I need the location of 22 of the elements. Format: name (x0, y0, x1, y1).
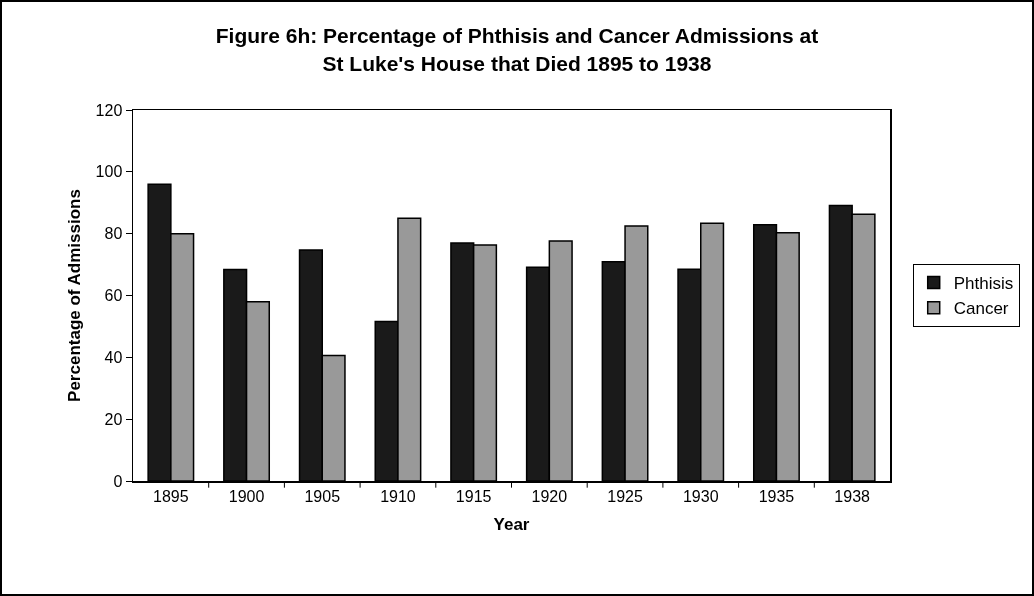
legend-label: Phthisis (953, 274, 1014, 294)
y-tick-label: 80 (104, 225, 123, 243)
chart-title: Figure 6h: Percentage of Phthisis and Cancer Admissions at St Luke's House that Died 1895 to 1938 (215, 24, 819, 75)
y-tick-label: 20 (104, 410, 123, 428)
x-tick-label: 1938 (834, 487, 871, 505)
x-tick-label: 1920 (531, 487, 568, 505)
x-tick-label: 1925 (607, 487, 643, 505)
x-tick-label: 1895 (153, 487, 189, 505)
y-tick-label: 60 (104, 287, 123, 305)
x-tick-label: 1905 (304, 487, 341, 505)
x-tick-label: 1910 (380, 487, 416, 505)
y-tick-label: 40 (104, 348, 123, 366)
y-tick-label: 100 (95, 163, 123, 181)
x-tick-label: 1930 (682, 487, 719, 505)
legend-label: Cancer (953, 299, 1009, 319)
y-tick-label: 120 (95, 101, 123, 119)
y-tick-label: 0 (113, 472, 123, 490)
y-axis-title: Percentage of Admissions (65, 189, 85, 402)
x-axis-title: Year (493, 514, 530, 534)
x-tick-label: 1915 (455, 487, 492, 505)
x-tick-label: 1935 (758, 487, 795, 505)
x-tick-label: 1900 (228, 487, 265, 505)
